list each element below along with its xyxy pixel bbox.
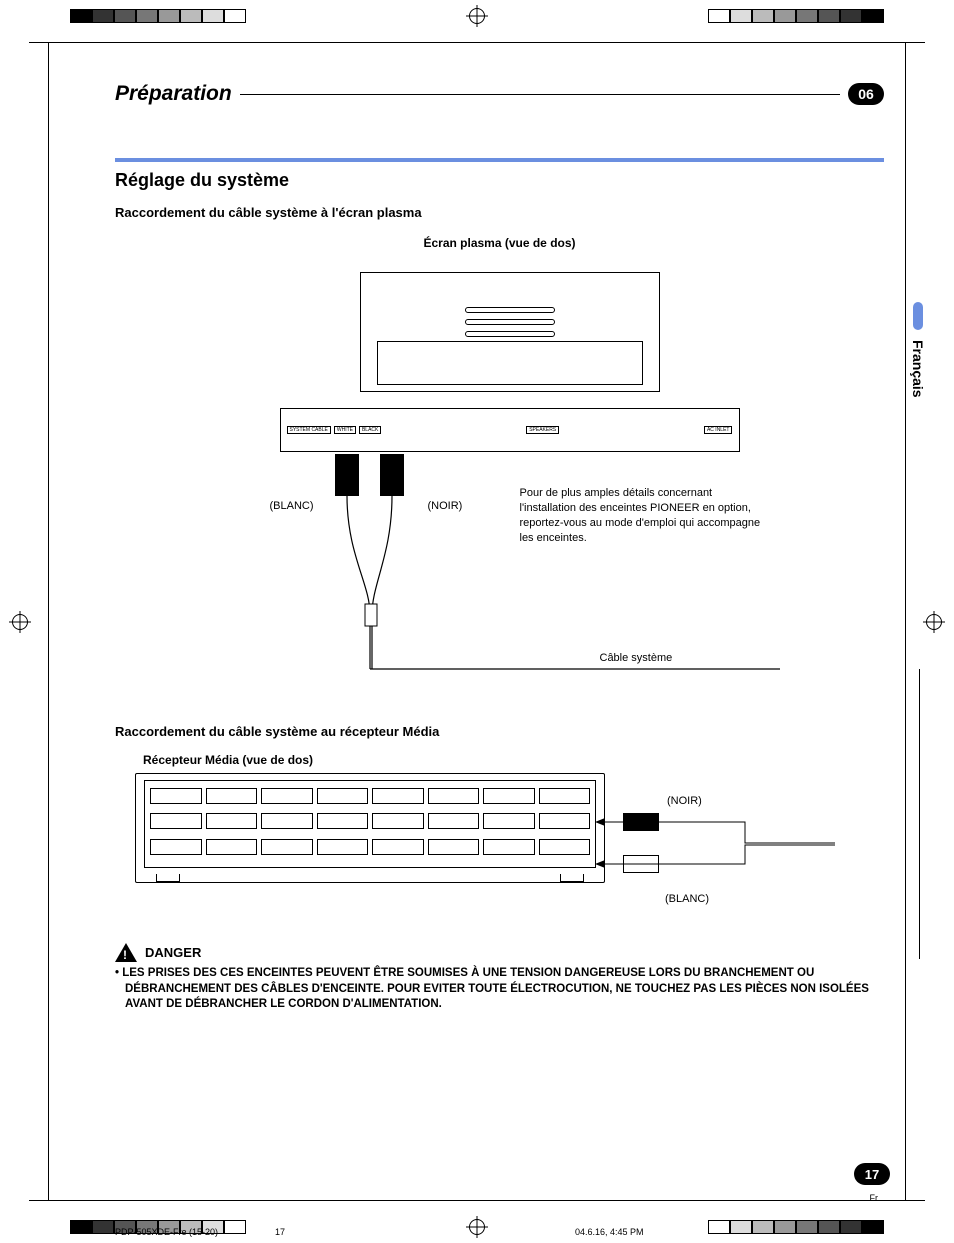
registration-square-icon (752, 9, 774, 23)
cable-route-line (919, 669, 920, 959)
registration-mark-icon (469, 8, 485, 24)
registration-square-icon (180, 9, 202, 23)
figure2-caption: Récepteur Média (vue de dos) (143, 753, 884, 767)
receiver-diagram: (NOIR) (BLANC) (135, 773, 775, 903)
plasma-display-icon (360, 272, 660, 392)
panel-label: SPEAKERS (526, 426, 559, 434)
cable-caption: Câble système (600, 652, 673, 664)
registration-square-icon (136, 9, 158, 23)
registration-square-icon (708, 9, 730, 23)
registration-top (0, 6, 954, 26)
connector-black-icon (380, 454, 404, 496)
plasma-diagram: SYSTEM CABLE WHITE BLACK SPEAKERS AC INL… (220, 254, 780, 694)
language-pill-icon (913, 302, 923, 330)
registration-square-icon (202, 9, 224, 23)
connector-white-icon (335, 454, 359, 496)
panel-label: SYSTEM CABLE (287, 426, 331, 434)
danger-heading-row: DANGER (115, 943, 884, 962)
subsection-heading-a: Raccordement du câble système à l'écran … (115, 205, 884, 220)
panel-label: WHITE (334, 426, 356, 434)
chapter-rule (240, 94, 840, 95)
registration-square-icon (92, 9, 114, 23)
panel-label: BLACK (359, 426, 381, 434)
media-receiver-icon (135, 773, 605, 883)
language-label: Français (910, 340, 926, 398)
warning-triangle-icon (115, 943, 137, 962)
registration-square-icon (818, 9, 840, 23)
chapter-number-badge: 06 (848, 83, 884, 105)
label-noir: (NOIR) (428, 500, 463, 512)
registration-square-icon (796, 9, 818, 23)
registration-square-icon (158, 9, 180, 23)
registration-square-icon (70, 9, 92, 23)
footer-doc-id: PDP-505XDE-Fre (15-20) (115, 1227, 218, 1237)
footer-sheet: 17 (275, 1227, 285, 1237)
footer-meta: PDP-505XDE-Fre (15-20) 17 04.6.16, 4:45 … (115, 1227, 884, 1237)
label-blanc: (BLANC) (270, 500, 314, 512)
label-noir: (NOIR) (667, 795, 702, 807)
subsection-heading-b: Raccordement du câble système au récepte… (115, 724, 884, 739)
footer-timestamp: 04.6.16, 4:45 PM (575, 1227, 644, 1237)
chapter-title: Préparation (115, 82, 232, 106)
section-heading: Réglage du système (115, 170, 884, 191)
registration-square-icon (862, 9, 884, 23)
panel-label: AC INLET (704, 426, 733, 434)
page-content: Préparation 06 Français Réglage du systè… (115, 82, 884, 1183)
danger-text: LES PRISES DES CES ENCEINTES PEUVENT ÊTR… (122, 967, 869, 1010)
rear-panel-icon: SYSTEM CABLE WHITE BLACK SPEAKERS AC INL… (280, 408, 740, 452)
page-number-badge: 17 (854, 1163, 890, 1185)
figure1-caption: Écran plasma (vue de dos) (115, 236, 884, 250)
registration-mark-icon (12, 614, 28, 630)
danger-heading: DANGER (145, 945, 201, 960)
registration-square-icon (92, 1220, 114, 1234)
registration-mark-icon (926, 614, 942, 630)
registration-square-icon (840, 9, 862, 23)
danger-body: • LES PRISES DES CES ENCEINTES PEUVENT Ê… (115, 966, 884, 1013)
accent-rule (115, 158, 884, 162)
registration-square-icon (224, 9, 246, 23)
registration-square-icon (70, 1220, 92, 1234)
page-lang-code: Fr (870, 1193, 879, 1203)
registration-square-icon (114, 9, 136, 23)
registration-square-icon (730, 9, 752, 23)
connector-white-icon (623, 855, 659, 873)
speaker-note: Pour de plus amples détails concernant l… (520, 486, 770, 545)
language-tab: Français (910, 302, 926, 398)
registration-square-icon (774, 9, 796, 23)
label-blanc: (BLANC) (665, 893, 709, 905)
connector-black-icon (623, 813, 659, 831)
chapter-header: Préparation 06 (115, 82, 884, 106)
bullet: • (115, 967, 119, 979)
